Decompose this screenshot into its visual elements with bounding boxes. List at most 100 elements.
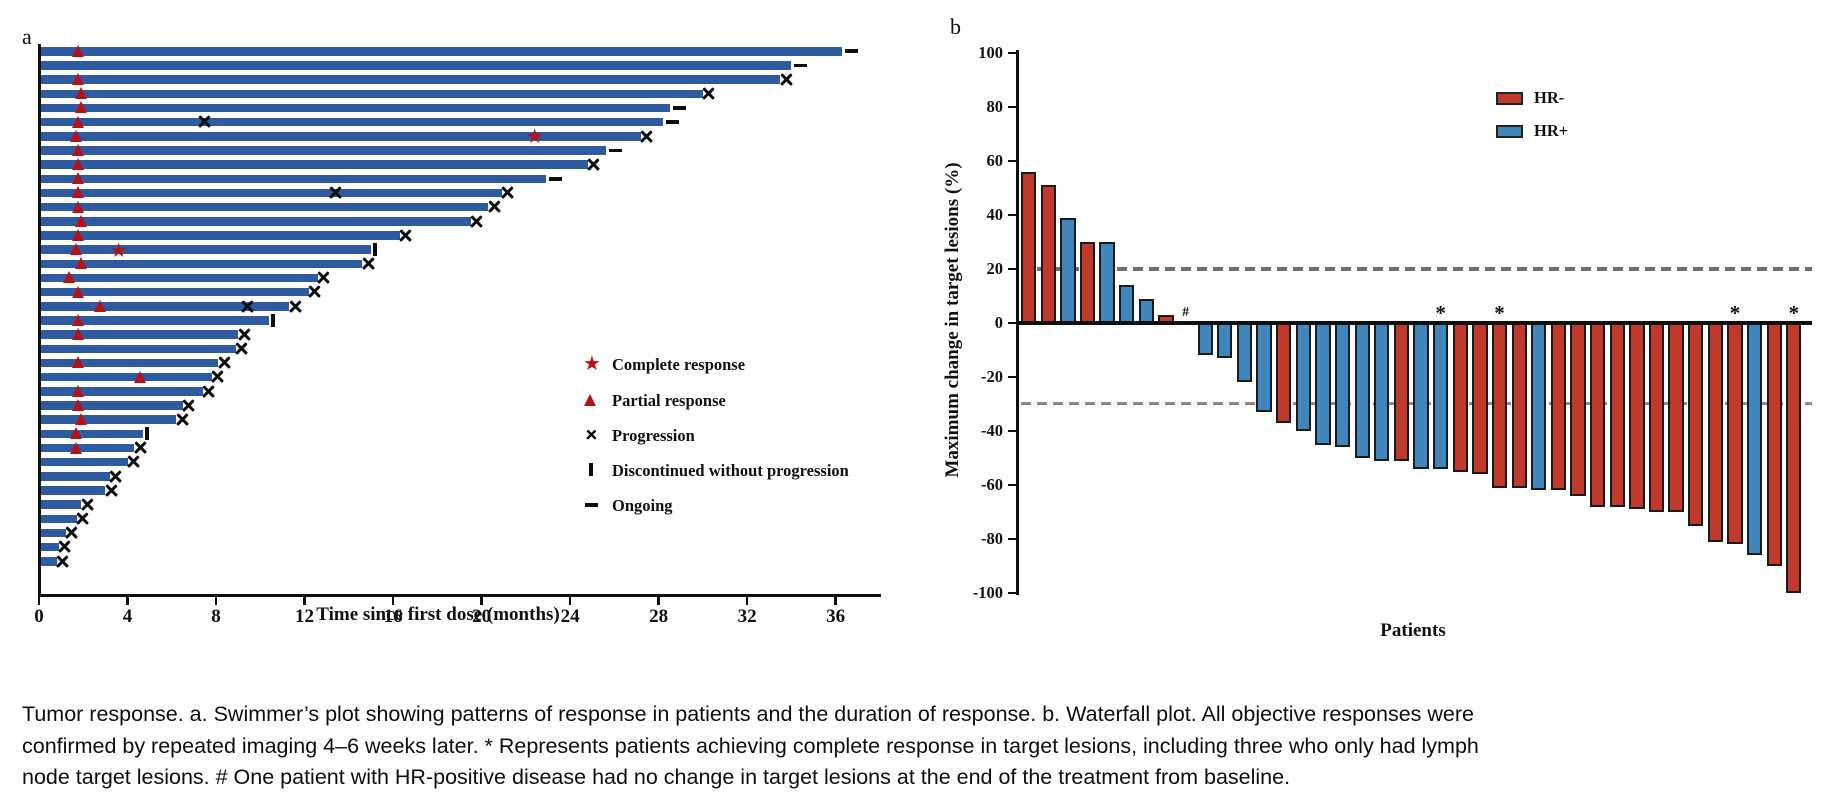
x-axis-tick-label: 20 — [472, 606, 492, 627]
progression-marker — [133, 441, 147, 455]
progression-marker — [470, 214, 484, 228]
ongoing-legend-icon — [585, 503, 598, 507]
progression-marker — [235, 342, 249, 356]
y-axis-tick — [1008, 267, 1016, 271]
swimmer-bar — [40, 330, 239, 339]
swimmer-bar — [40, 132, 641, 141]
ongoing-marker — [794, 63, 808, 68]
progression-marker — [109, 469, 123, 483]
x-axis-tick-label: 0 — [34, 606, 44, 627]
progression-marker — [217, 356, 231, 370]
x-axis-tick-label: 32 — [737, 606, 757, 627]
partial-response-marker — [72, 143, 85, 156]
waterfall-bar — [1531, 323, 1547, 491]
x-axis-tick-label: 12 — [295, 606, 315, 627]
progression-marker — [80, 498, 94, 512]
x-axis-tick — [834, 597, 837, 605]
x-axis-tick-label: 8 — [211, 606, 221, 627]
y-axis-tick — [1008, 591, 1016, 595]
waterfall-bar — [1589, 323, 1606, 507]
progression-legend-icon — [585, 429, 597, 441]
progression-marker — [587, 158, 601, 172]
legend-label: Progression — [612, 426, 695, 445]
x-axis-tick — [568, 597, 572, 605]
waterfall-bar — [1276, 323, 1292, 423]
y-axis-tick — [1008, 159, 1016, 163]
partial-response-marker — [70, 427, 83, 440]
x-axis-tick — [480, 597, 483, 605]
swimmer-bar — [40, 75, 781, 84]
swimmer-bar — [40, 514, 77, 524]
legend-label: HR+ — [1534, 121, 1569, 140]
waterfall-bar — [1119, 285, 1135, 323]
hr-negative-legend-swatch — [1496, 92, 1523, 105]
asterisk-annotation: * — [1729, 301, 1741, 325]
y-axis-tick-label: -40 — [981, 421, 1003, 440]
partial-response-marker — [72, 158, 85, 171]
swimmer-bar — [40, 542, 59, 552]
partial-response-marker — [72, 186, 85, 199]
swimmer-bar — [40, 486, 106, 495]
progression-marker — [288, 299, 302, 313]
y-axis-tick — [1008, 51, 1016, 55]
partial-response-marker — [72, 115, 85, 128]
waterfall-bar — [1217, 323, 1233, 359]
y-axis-tick — [1008, 537, 1016, 541]
swimmer-bar — [40, 401, 183, 410]
partial-response-legend-icon — [584, 394, 596, 406]
x-axis-tick-label: 36 — [826, 606, 846, 627]
partial-response-marker — [74, 87, 87, 100]
waterfall-bar — [1550, 323, 1567, 491]
progression-marker — [104, 484, 118, 498]
swimmer-bar — [40, 217, 471, 226]
x-axis-tick-label: 4 — [122, 606, 133, 627]
swimmer-bar — [40, 103, 670, 113]
swimmer-bar — [40, 316, 270, 325]
discontinued-marker — [372, 243, 377, 257]
legend-label: Complete response — [612, 355, 746, 374]
y-axis-tick-label: 60 — [986, 151, 1004, 170]
partial-response-marker — [74, 101, 87, 114]
swimmer-bar — [40, 273, 318, 283]
reference-line-20 — [1021, 267, 1812, 272]
partial-response-marker — [74, 413, 87, 426]
partial-response-marker — [134, 370, 147, 383]
asterisk-annotation: * — [1435, 301, 1446, 325]
progression-marker — [182, 398, 196, 413]
progression-marker — [198, 115, 212, 129]
partial-response-marker — [72, 313, 85, 326]
x-axis-tick — [37, 597, 41, 605]
waterfall-bar — [1433, 323, 1449, 469]
swimmer-bar — [40, 344, 236, 354]
discontinued-legend-icon — [589, 463, 593, 476]
swimmer-x-axis-line — [37, 594, 881, 597]
y-axis-tick-label: 20 — [986, 259, 1004, 278]
swimmer-bar — [40, 259, 363, 269]
partial-response-marker — [72, 384, 85, 397]
waterfall-bar — [1334, 323, 1351, 448]
hr-positive-legend-swatch — [1496, 125, 1523, 138]
x-axis-tick — [745, 597, 749, 605]
progression-marker — [175, 413, 189, 427]
partial-response-marker — [72, 228, 85, 241]
progression-marker — [329, 186, 343, 200]
waterfall-bar — [1393, 323, 1410, 461]
waterfall-bar — [1629, 323, 1645, 510]
waterfall-bar — [1511, 323, 1527, 488]
swimmer-bar — [40, 557, 57, 566]
waterfall-bar — [1472, 323, 1488, 475]
waterfall-zero-line — [1017, 321, 1812, 325]
x-axis-tick — [126, 597, 129, 605]
partial-response-marker — [74, 214, 87, 227]
swimmer-y-axis-line — [37, 44, 41, 597]
swimmer-bar — [40, 117, 664, 127]
swimmer-bar — [40, 89, 703, 98]
y-axis-tick — [1008, 375, 1016, 379]
waterfall-bar — [1766, 323, 1782, 566]
partial-response-marker — [72, 285, 85, 298]
complete-response-legend-icon: ★ — [583, 351, 601, 375]
y-axis-tick-label: 100 — [978, 43, 1003, 62]
progression-marker — [779, 73, 793, 87]
panel-b-label: b — [950, 14, 961, 39]
